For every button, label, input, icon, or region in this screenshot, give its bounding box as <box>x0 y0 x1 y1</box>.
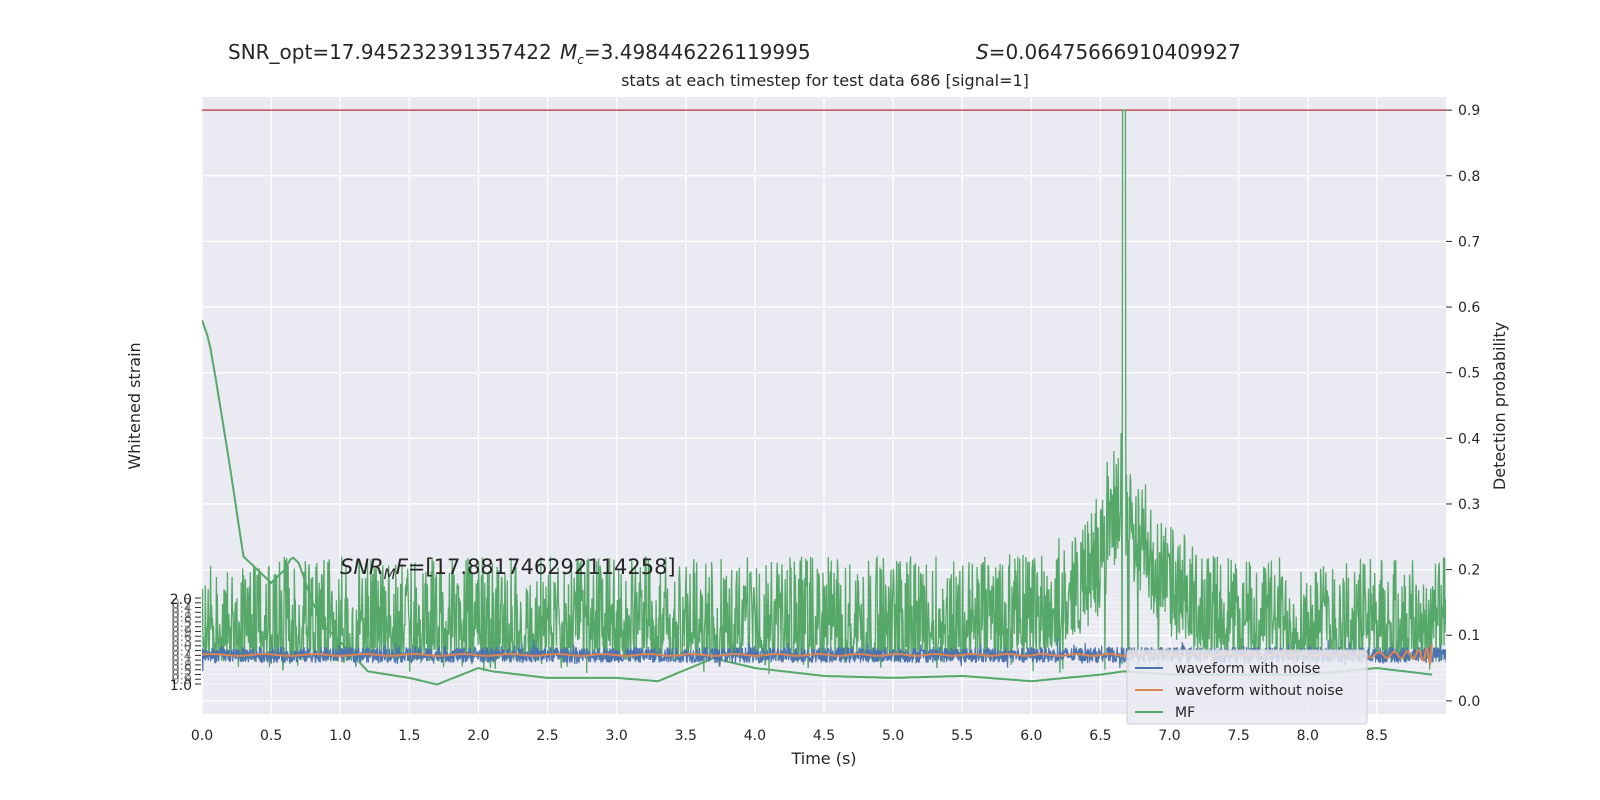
chirp-mass-label: Mc=3.498446226119995 <box>560 40 811 67</box>
left-tick-label: 0.3 <box>171 635 192 650</box>
x-axis-label: Time (s) <box>790 749 856 768</box>
s-value-label: S=0.06475666910409927 <box>976 40 1241 64</box>
x-tick-label: 8.5 <box>1366 728 1388 744</box>
x-tick-label: 1.5 <box>398 728 420 744</box>
x-tick-label: 6.5 <box>1089 728 1111 744</box>
left-tick-label: 2.0 <box>170 592 192 608</box>
x-axis-ticks: 0.0 0.5 1.0 1.5 2.0 2.5 3.0 3.5 4.0 4.5 5.0 5.5 6.0 6… <box>191 728 1388 744</box>
left-tick-label: 0.1 <box>171 654 192 669</box>
x-tick-label: 4.5 <box>813 728 835 744</box>
legend-label: MF <box>1175 705 1195 721</box>
left-tick-label: 0.7 <box>171 597 192 612</box>
legend-label: waveform without noise <box>1175 683 1343 699</box>
x-tick-label: 5.5 <box>951 728 973 744</box>
legend-label: waveform with noise <box>1175 661 1320 677</box>
right-tick-label: 0.8 <box>1458 169 1480 185</box>
x-tick-label: 7.0 <box>1158 728 1180 744</box>
x-tick-label: 0.5 <box>260 728 282 744</box>
left-tick-label: 0.2 <box>171 621 192 636</box>
snr-mf-annotation: SNRMF=[17.881746292114258] <box>340 555 676 583</box>
x-tick-label: 1.0 <box>329 728 351 744</box>
right-axis-ticks: 0.0 0.1 0.2 0.3 0.4 0.5 0.6 0.7 0.8 0.9 <box>1446 103 1480 710</box>
left-tick-label: 0.7 <box>171 645 192 660</box>
left-tick-label: 0.4 <box>171 649 192 664</box>
legend: waveform with noise waveform without nois… <box>1126 649 1368 725</box>
y-axis-right-label: Detection probability <box>1490 322 1509 490</box>
left-tick-label: 0.4 <box>171 602 192 617</box>
x-tick-label: 5.0 <box>882 728 904 744</box>
x-tick-label: 6.0 <box>1020 728 1042 744</box>
right-tick-label: 0.6 <box>1458 300 1480 316</box>
x-tick-label: 2.5 <box>536 728 558 744</box>
right-tick-label: 0.0 <box>1458 694 1480 710</box>
left-tick-label: 0.6 <box>171 630 192 645</box>
x-tick-label: 4.0 <box>744 728 766 744</box>
right-tick-label: 0.5 <box>1458 366 1480 382</box>
right-tick-label: 0.1 <box>1458 628 1480 644</box>
left-tick-label: 0.5 <box>171 664 192 679</box>
left-tick-label: 0.0 <box>171 640 192 655</box>
right-tick-label: 0.3 <box>1458 497 1480 513</box>
x-tick-label: 0.0 <box>191 728 213 744</box>
right-tick-label: 0.2 <box>1458 563 1480 579</box>
y-axis-left-label: Whitened strain <box>125 342 144 469</box>
right-tick-label: 0.9 <box>1458 103 1480 119</box>
x-tick-label: 3.5 <box>675 728 697 744</box>
left-axis-ticks: 2.01.00.70.40.10.80.50.20.90.60.30.00.70… <box>170 592 201 694</box>
left-tick-label: 0.8 <box>171 611 192 626</box>
left-tick-label: 0.9 <box>171 625 192 640</box>
left-tick-label: 0.2 <box>171 668 192 683</box>
left-tick-label: 0.9 <box>171 673 192 688</box>
right-tick-label: 0.7 <box>1458 234 1480 250</box>
left-tick-label: 0.1 <box>171 606 192 621</box>
right-tick-label: 0.4 <box>1458 431 1480 447</box>
snr-opt-label: SNR_opt=17.945232391357422 <box>228 40 552 64</box>
left-tick-label: 1.0 <box>170 678 192 694</box>
x-tick-label: 3.0 <box>606 728 628 744</box>
chart-title: stats at each timestep for test data 686… <box>621 71 1029 90</box>
x-tick-label: 8.0 <box>1297 728 1319 744</box>
left-tick-label: 0.8 <box>171 659 192 674</box>
left-tick-label: 0.5 <box>171 616 192 631</box>
x-tick-label: 2.0 <box>467 728 489 744</box>
x-tick-label: 7.5 <box>1228 728 1250 744</box>
